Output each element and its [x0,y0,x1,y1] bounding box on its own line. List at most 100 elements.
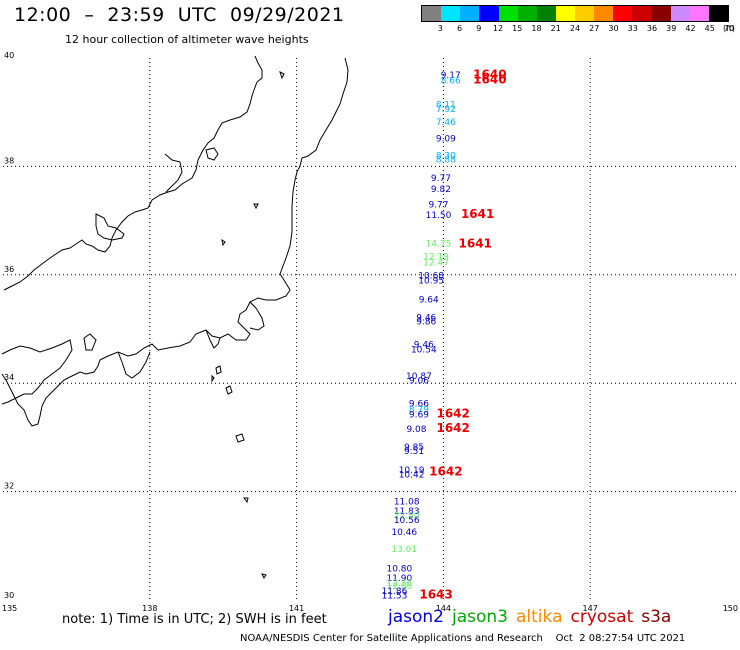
map-subtitle: 12 hour collection of altimeter wave hei… [65,33,309,46]
boso-peninsula [249,301,265,331]
wave-height-legend: 3 6 9 12 15 18 21 24 27 30 33 36 39 42 45 70 (ft) [421,5,735,36]
coastline [1,55,349,579]
wave-height-value: 8.30 [436,151,456,161]
izu-island-3 [225,385,233,395]
wave-height-value: 12.19 [423,253,449,263]
footer-credit: NOAA/NESDIS Center for Satellite Applica… [240,633,686,644]
legend-swatch [613,6,633,21]
legend-swatch [498,6,518,21]
izu-island-2 [211,374,215,383]
wave-height-value: 9.86 [416,318,436,328]
awaji-island [83,333,97,351]
wave-height-value: 9.46 [414,340,434,350]
legend-label: 3 [437,24,443,33]
legend-label: 21 [550,24,561,33]
wakasa-bay-coast [95,213,125,241]
legend-swatch [632,6,652,21]
wave-height-value: 10.80 [386,564,412,574]
izu-island-4 [235,433,245,443]
legend-label: 27 [589,24,600,33]
legend-label: (ft) [722,24,736,33]
legend-label: 30 [608,24,619,33]
legend-label: 15 [512,24,523,33]
wave-height-value: 11.50 [426,211,452,221]
longitude-tick-label: 144 [436,604,451,613]
legend-label: 33 [627,24,638,33]
izu-peninsula [205,329,221,349]
honshu-coastline [3,55,263,291]
legend-swatch [594,6,614,21]
satellite-label-altika: altika [516,607,563,627]
wave-height-value: 9.77 [428,201,448,211]
satellite-label-cryosat: cryosat [570,607,634,627]
satellite-label-jason3: jason3 [452,607,508,627]
east-coast [1,57,349,427]
longitude-tick-label: 150 [723,604,738,613]
small-island-3 [253,203,259,210]
legend-label: 9 [476,24,482,33]
pass-time-label: 1641 [461,207,494,221]
latitude-tick-label: 38 [4,156,14,165]
latitude-labels: 30 32 34 36 38 40 [4,51,14,600]
wave-height-value: 11.86 [382,587,408,597]
kii-peninsula [117,351,151,379]
latitude-tick-label: 40 [4,51,14,60]
wave-height-value: 8.79 [409,405,429,415]
legend-label: 45 [704,24,715,33]
legend-labels: 3 6 9 12 15 18 21 24 27 30 33 36 39 42 45 70 (ft) [421,24,735,36]
wave-height-value: 10.19 [399,466,425,476]
legend-label: 39 [666,24,677,33]
wave-height-value: 9.77 [431,174,451,184]
legend-swatch [708,6,728,21]
legend-label: 36 [646,24,658,33]
longitude-labels: 135 138 141 144 147 150 [2,604,738,613]
satellite-legend: jason2 jason3 altika cryosat s3a [388,607,679,627]
legend-swatch [670,6,690,21]
wave-height-value: 9.64 [419,295,439,305]
pass-time-label: 1642 [436,421,469,435]
legend-label: 6 [456,24,463,33]
pass-time-label: 1643 [419,587,452,601]
wave-height-value: 9.66 [409,400,429,410]
wave-height-value: 9.17 [441,71,461,81]
satellite-label-s3a: s3a [641,607,672,627]
noto-peninsula [164,153,183,193]
grid-lines [3,58,737,600]
longitude-tick-label: 135 [2,604,17,613]
legend-swatch [575,6,595,21]
pass-time-label: 1640 [473,68,506,82]
wave-height-value: 12.36 [386,579,412,589]
pass-time-label: 1640 [473,72,506,86]
wave-height-value: 10.54 [411,345,437,355]
pass-time-label: 1642 [436,406,469,420]
legend-label: 12 [492,24,504,33]
small-island-2 [221,238,226,247]
wave-height-value: 11.90 [386,574,412,584]
wave-height-value: 11.08 [394,498,420,508]
sado-island [205,147,219,161]
wave-height-value: 9.08 [406,425,426,435]
izu-island-5 [243,497,249,504]
longitude-tick-label: 147 [583,604,598,613]
legend-swatch [517,6,537,21]
wave-height-value: 10.87 [406,372,432,382]
wave-height-value: 10.46 [391,528,417,538]
wave-height-value: 7.46 [436,118,456,128]
legend-swatch [555,6,575,21]
wave-height-value: 11.53 [382,591,408,601]
longitude-tick-label: 138 [142,604,157,613]
latitude-tick-label: 36 [4,265,14,274]
wave-height-value: 10.42 [399,471,425,481]
legend-swatch [689,6,709,21]
legend-color-bar [421,5,729,22]
wave-height-value: 9.09 [436,134,456,144]
wave-height-value: 10.56 [394,516,420,526]
legend-swatch [441,6,461,21]
wave-height-value: 8.11 [436,100,456,110]
wave-height-value: 10.68 [418,272,444,282]
legend-swatch [651,6,671,21]
wave-height-value: 7.92 [436,105,456,115]
legend-label: 18 [531,24,542,33]
small-island-1 [279,71,285,80]
